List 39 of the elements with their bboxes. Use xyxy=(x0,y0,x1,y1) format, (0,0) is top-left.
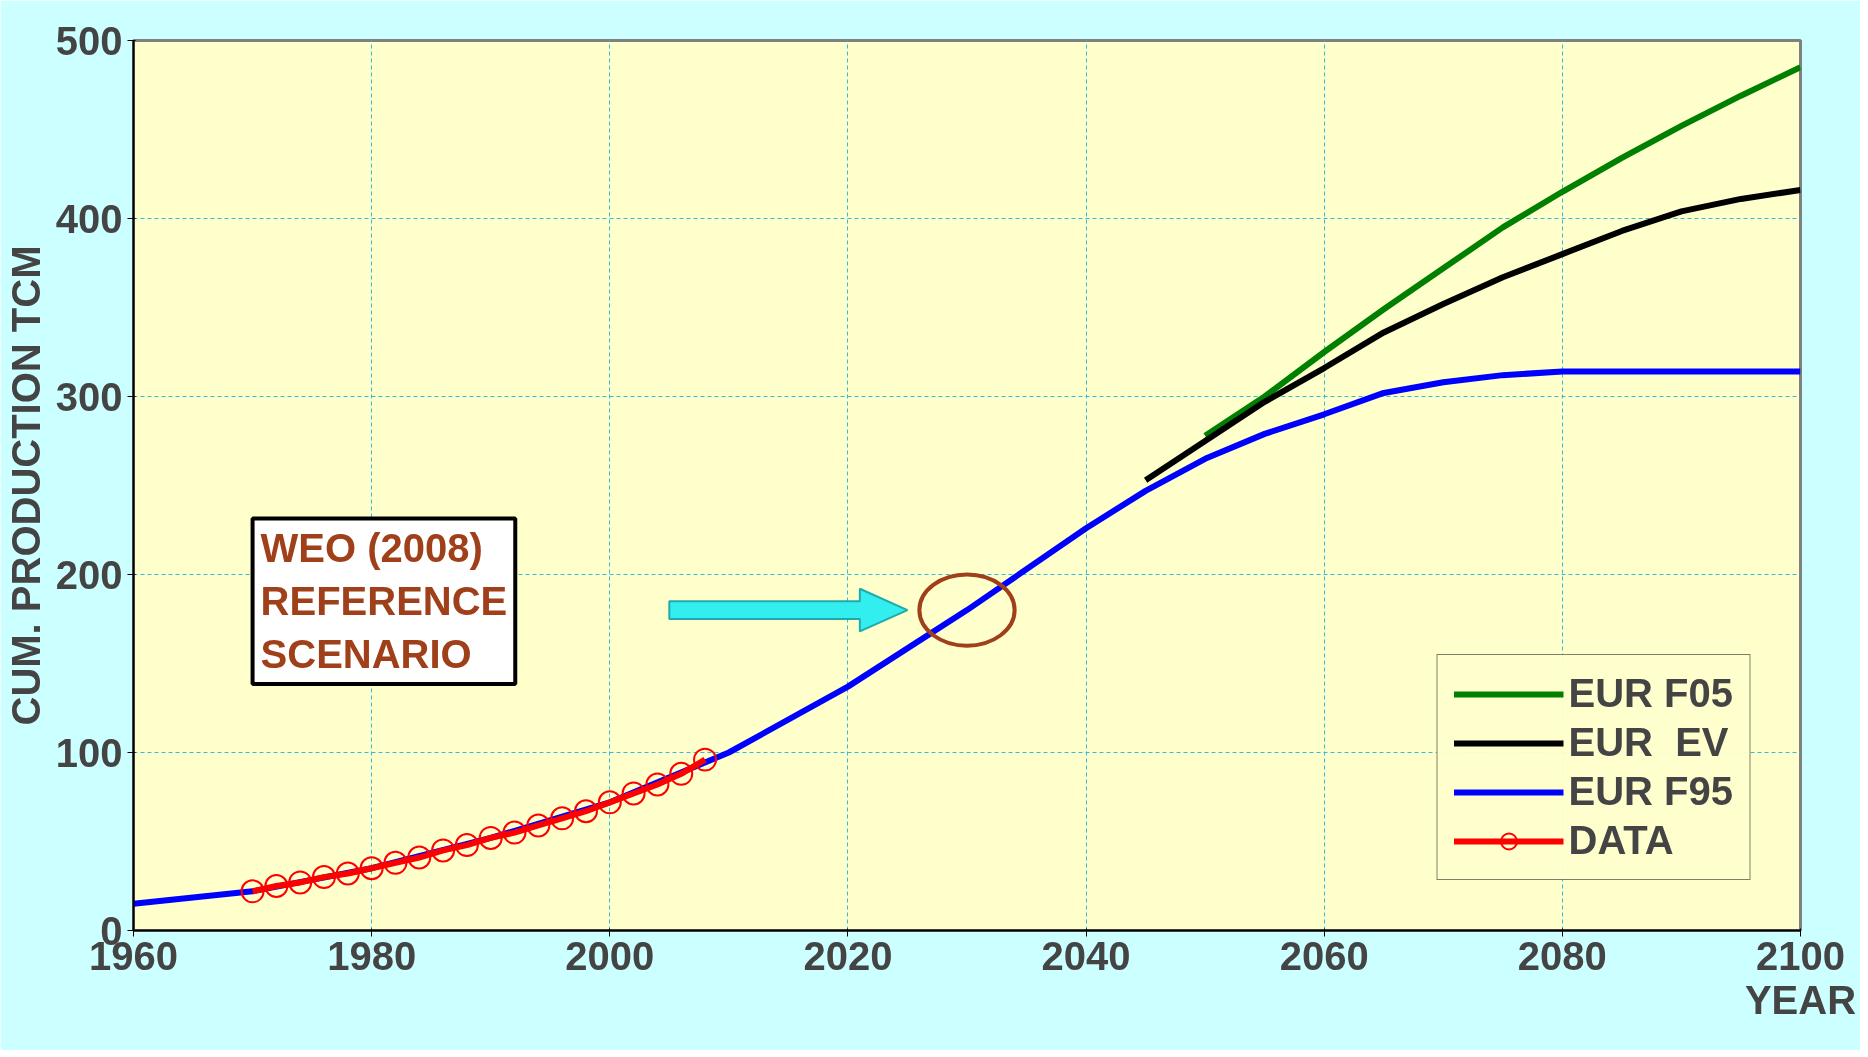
x-axis-title: YEAR xyxy=(1744,977,1857,1022)
point xyxy=(693,747,718,772)
y-tick-label: 200 xyxy=(55,552,123,597)
y-tick-label: 100 xyxy=(55,730,123,775)
y-axis-title: CUM. PRODUCTION TCM xyxy=(3,245,48,726)
legend-label: EUR F05 xyxy=(1568,671,1733,716)
x-tick-label: 1980 xyxy=(327,933,417,978)
point xyxy=(502,820,527,845)
point xyxy=(597,790,622,815)
point xyxy=(407,845,432,870)
x-tick-label: 2060 xyxy=(1279,933,1369,978)
y-tick-label: 500 xyxy=(55,18,123,63)
point xyxy=(264,874,289,898)
point xyxy=(669,761,694,786)
point xyxy=(526,813,551,838)
point xyxy=(645,772,670,797)
point xyxy=(383,850,408,875)
point xyxy=(431,838,456,863)
x-tick-label: 2020 xyxy=(803,933,893,978)
point xyxy=(454,833,479,858)
point xyxy=(288,870,313,895)
x-tick-label: 2080 xyxy=(1517,933,1607,978)
point xyxy=(335,861,360,886)
x-tick-label: 2100 xyxy=(1756,933,1845,978)
legend-label: EUR EV xyxy=(1568,720,1729,765)
point xyxy=(550,806,575,831)
legend-label: EUR F95 xyxy=(1568,769,1733,814)
y-tick-label: 300 xyxy=(55,374,123,419)
legend-label: DATA xyxy=(1568,818,1674,863)
point xyxy=(573,799,598,824)
y-tick-label: 400 xyxy=(55,196,123,241)
x-tick-label: 2040 xyxy=(1041,933,1131,978)
point xyxy=(621,781,646,806)
point xyxy=(359,856,384,881)
point xyxy=(240,879,265,904)
annotation: WEO (2008) REFERENCE SCENARIO xyxy=(260,526,508,676)
point xyxy=(478,825,503,850)
x-tick-label: 2000 xyxy=(565,933,655,978)
point xyxy=(312,865,337,890)
